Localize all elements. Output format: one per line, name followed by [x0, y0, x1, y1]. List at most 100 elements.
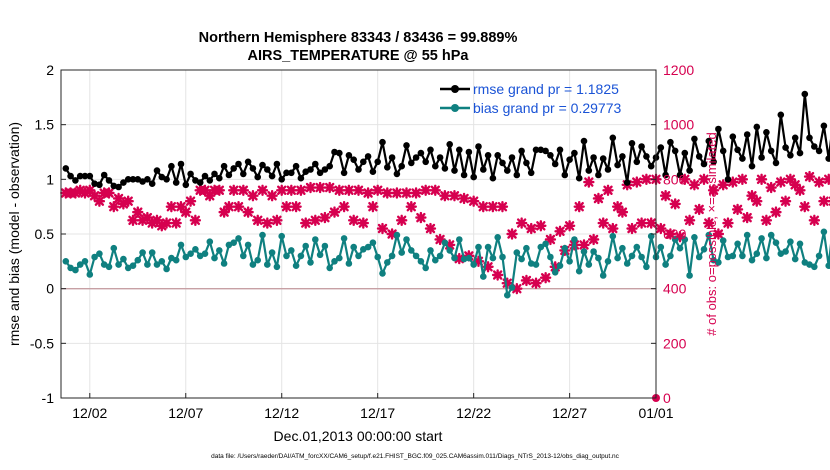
bias-point: [782, 248, 789, 255]
rmse-point: [456, 146, 463, 154]
obs-assimilated-marker: [271, 214, 283, 227]
obs-marker-glyph: [736, 173, 749, 186]
rmse-point: [499, 159, 506, 167]
rmse-point: [657, 144, 665, 151]
obs-marker-glyph: [760, 214, 773, 227]
obs-marker-glyph: [199, 184, 211, 196]
rmse-point: [364, 153, 372, 160]
rmse-point: [62, 165, 70, 172]
rmse-point: [264, 166, 271, 173]
bias-point: [508, 284, 516, 291]
obs-assimilated-marker: [755, 173, 768, 186]
rmse-point: [647, 162, 655, 170]
bias-point: [254, 256, 261, 264]
bias-point: [350, 243, 358, 251]
rmse-point: [580, 137, 588, 145]
bias-point: [345, 260, 353, 267]
obs-marker-glyph: [395, 214, 408, 227]
bias-point: [403, 236, 410, 243]
obs-marker-glyph: [693, 203, 705, 216]
rmse-point: [532, 146, 540, 154]
y-tick-label: 0.5: [35, 226, 55, 242]
obs-marker-glyph: [818, 195, 830, 207]
bias-point: [590, 248, 597, 255]
bias-point: [561, 244, 569, 252]
obs-assimilated-marker: [535, 220, 547, 232]
bias-point: [297, 252, 305, 260]
rmse-point: [604, 166, 612, 173]
obs-marker-glyph: [765, 181, 777, 194]
obs-marker-glyph: [707, 184, 720, 196]
obs-marker-glyph: [319, 211, 331, 224]
rmse-point: [686, 167, 693, 174]
y-tick-label: 1: [46, 171, 54, 187]
obs-marker-glyph: [583, 176, 595, 188]
obs-assimilated-marker: [597, 217, 609, 229]
obs-assimilated-marker: [204, 190, 216, 202]
obs-marker-glyph: [376, 222, 389, 235]
obs-marker-glyph: [324, 181, 336, 194]
bias-point: [796, 240, 804, 248]
rmse-point: [163, 176, 170, 183]
bias-point: [585, 261, 593, 268]
obs-assimilated-marker: [391, 187, 403, 199]
bias-point: [398, 249, 406, 256]
obs-assimilated-marker: [539, 272, 552, 284]
rmse-point: [216, 174, 223, 182]
obs-assimilated-marker: [779, 195, 792, 207]
bias-point: [187, 250, 194, 257]
bias-point: [201, 250, 209, 257]
obs-marker-glyph: [520, 274, 533, 287]
obs-marker-glyph: [727, 176, 739, 188]
rmse-point: [513, 171, 521, 179]
bias-point: [667, 252, 674, 260]
obs-assimilated-marker: [616, 206, 629, 218]
obs-assimilated-marker: [352, 184, 365, 196]
obs-assimilated-marker: [506, 228, 518, 240]
obs-assimilated-marker: [525, 222, 537, 235]
rmse-point: [326, 162, 334, 170]
obs-assimilated-marker: [304, 181, 317, 194]
rmse-point: [724, 176, 732, 183]
bias-point: [412, 252, 420, 260]
bias-point: [681, 236, 689, 243]
obs-marker-glyph: [290, 200, 302, 213]
obs-marker-glyph: [659, 190, 672, 202]
rmse-point: [691, 135, 698, 143]
legend: rmse grand pr = 1.1825 bias grand pr = 0…: [440, 81, 621, 116]
rmse-point: [72, 177, 79, 184]
obs-marker-glyph: [496, 200, 509, 213]
obs-assimilated-marker: [247, 190, 259, 202]
obs-marker-glyph: [578, 239, 590, 251]
obs-marker-glyph: [741, 211, 753, 224]
y-axis-label: rmse and bias (model - observation): [6, 122, 22, 346]
bias-point: [811, 263, 818, 271]
bias-point: [575, 267, 583, 275]
bias-point: [815, 252, 823, 260]
bias-point: [638, 253, 645, 261]
rmse-point: [254, 173, 261, 181]
bias-point: [643, 263, 650, 271]
obs-marker-glyph: [607, 222, 619, 235]
obs-marker-glyph: [770, 206, 782, 218]
y-axis-right-label: # of obs: o=possible; ×=assimilated: [704, 132, 719, 335]
bias-point: [110, 244, 118, 252]
rmse-point: [590, 154, 597, 161]
rmse-point: [96, 181, 103, 189]
axis-ticks: -1 -0.5 0 0.5 1 1.5 2 0 200 400 600 800 1000 1200 12/0…: [30, 62, 694, 421]
bias-point: [619, 244, 626, 252]
obs-assimilated-marker: [410, 187, 422, 199]
obs-marker-glyph: [146, 217, 158, 229]
rmse-point: [719, 147, 727, 155]
obs-marker-glyph: [410, 187, 422, 199]
obs-assimilated-marker: [285, 184, 298, 196]
rmse-point: [811, 143, 818, 150]
obs-assimilated-marker: [712, 228, 725, 240]
x-tick-label: 12/27: [552, 405, 587, 421]
rmse-point: [321, 166, 329, 173]
rmse-point: [235, 160, 242, 168]
obs-assimilated-marker: [237, 184, 250, 196]
obs-assimilated-marker: [434, 233, 446, 246]
y-tick-label: -0.5: [30, 335, 54, 351]
bias-point: [91, 253, 98, 261]
